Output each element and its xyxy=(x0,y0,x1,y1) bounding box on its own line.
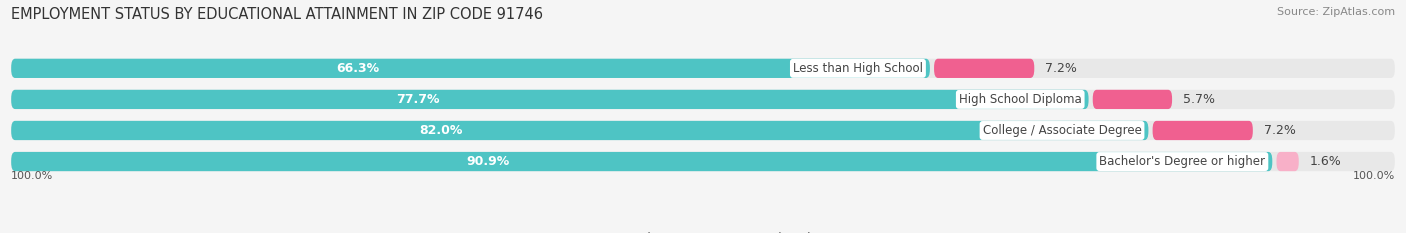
FancyBboxPatch shape xyxy=(11,90,1088,109)
Text: 82.0%: 82.0% xyxy=(419,124,463,137)
Text: Source: ZipAtlas.com: Source: ZipAtlas.com xyxy=(1277,7,1395,17)
Text: EMPLOYMENT STATUS BY EDUCATIONAL ATTAINMENT IN ZIP CODE 91746: EMPLOYMENT STATUS BY EDUCATIONAL ATTAINM… xyxy=(11,7,543,22)
Text: 1.6%: 1.6% xyxy=(1310,155,1341,168)
FancyBboxPatch shape xyxy=(1277,152,1299,171)
FancyBboxPatch shape xyxy=(11,152,1272,171)
FancyBboxPatch shape xyxy=(11,121,1395,140)
Legend: In Labor Force, Unemployed: In Labor Force, Unemployed xyxy=(591,228,815,233)
Text: 90.9%: 90.9% xyxy=(467,155,509,168)
FancyBboxPatch shape xyxy=(1092,90,1173,109)
Text: 7.2%: 7.2% xyxy=(1046,62,1077,75)
Text: College / Associate Degree: College / Associate Degree xyxy=(983,124,1142,137)
Text: Less than High School: Less than High School xyxy=(793,62,922,75)
Text: 66.3%: 66.3% xyxy=(336,62,380,75)
Text: 7.2%: 7.2% xyxy=(1264,124,1296,137)
FancyBboxPatch shape xyxy=(11,59,929,78)
Text: Bachelor's Degree or higher: Bachelor's Degree or higher xyxy=(1099,155,1265,168)
Text: 77.7%: 77.7% xyxy=(396,93,440,106)
Text: 100.0%: 100.0% xyxy=(1353,171,1395,181)
FancyBboxPatch shape xyxy=(1153,121,1253,140)
FancyBboxPatch shape xyxy=(11,59,1395,78)
Text: 5.7%: 5.7% xyxy=(1184,93,1215,106)
FancyBboxPatch shape xyxy=(934,59,1035,78)
Text: 100.0%: 100.0% xyxy=(11,171,53,181)
FancyBboxPatch shape xyxy=(11,90,1395,109)
FancyBboxPatch shape xyxy=(11,121,1149,140)
Text: High School Diploma: High School Diploma xyxy=(959,93,1081,106)
FancyBboxPatch shape xyxy=(11,152,1395,171)
